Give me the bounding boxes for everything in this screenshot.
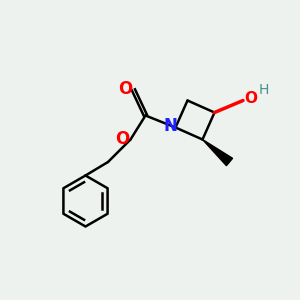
- Text: O: O: [118, 80, 132, 98]
- Text: O: O: [244, 91, 257, 106]
- Text: O: O: [115, 130, 129, 148]
- Text: H: H: [259, 83, 269, 97]
- Polygon shape: [202, 140, 232, 166]
- Text: N: N: [163, 117, 177, 135]
